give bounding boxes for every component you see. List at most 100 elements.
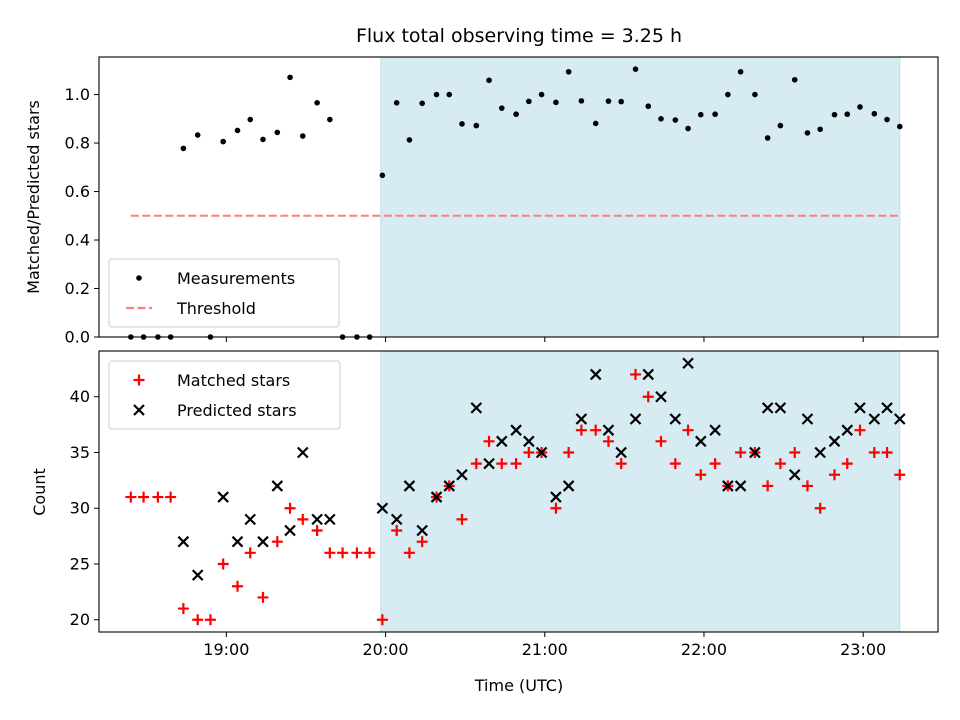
x-tick-label: 21:00 — [522, 640, 568, 659]
data-point — [615, 458, 627, 470]
chart-title: Flux total observing time = 3.25 h — [356, 25, 682, 47]
data-point — [829, 469, 841, 481]
data-point — [535, 446, 548, 459]
data-point — [669, 458, 681, 470]
data-point — [735, 446, 747, 458]
data-point — [562, 480, 575, 492]
y-tick-label: 0.6 — [65, 182, 90, 201]
data-point — [590, 424, 602, 436]
x-tick-label: 23:00 — [840, 640, 886, 659]
data-point — [165, 491, 177, 503]
data-point — [844, 111, 851, 118]
data-point — [575, 424, 587, 436]
data-point — [881, 402, 893, 414]
data-point — [194, 132, 201, 138]
y-tick-label: 0.2 — [65, 279, 90, 298]
data-point — [817, 126, 823, 133]
data-point — [841, 458, 853, 470]
series-predicted-stars — [177, 357, 906, 581]
data-point — [403, 547, 415, 559]
data-point — [496, 435, 508, 448]
data-point — [831, 111, 838, 118]
data-point — [257, 591, 269, 603]
data-point — [523, 435, 535, 448]
data-point — [752, 91, 758, 98]
data-point — [351, 547, 363, 559]
axes-frame — [98, 56, 939, 338]
data-point — [416, 524, 428, 537]
data-point — [592, 120, 599, 127]
data-point — [655, 435, 667, 447]
data-point — [379, 172, 386, 179]
data-point — [232, 580, 244, 592]
data-point — [177, 535, 190, 548]
data-point — [712, 111, 718, 118]
data-point — [220, 138, 226, 145]
legend-label: Predicted stars — [177, 401, 297, 420]
data-point — [695, 435, 707, 448]
legend: Measurements Threshold — [108, 258, 340, 328]
data-point — [483, 457, 495, 470]
data-point — [655, 390, 667, 403]
data-point — [854, 424, 866, 436]
legend-label: Matched stars — [177, 371, 290, 390]
data-point — [513, 111, 519, 118]
series-matched-stars — [125, 368, 906, 626]
data-point — [177, 603, 189, 615]
data-point — [244, 547, 256, 559]
data-point — [602, 424, 615, 436]
data-point — [496, 458, 508, 470]
data-point — [470, 402, 483, 414]
data-point — [433, 91, 440, 98]
data-point — [284, 502, 296, 514]
data-point — [510, 424, 522, 436]
legend-box — [108, 360, 341, 430]
data-point — [459, 121, 465, 127]
data-point — [297, 513, 309, 525]
data-point — [632, 66, 639, 72]
data-point — [868, 413, 881, 425]
data-point — [486, 77, 492, 84]
data-point — [180, 145, 187, 152]
observing-window — [380, 56, 901, 338]
data-point — [231, 535, 244, 548]
data-point — [589, 368, 602, 381]
data-point — [642, 368, 655, 381]
data-point — [841, 424, 854, 436]
data-point — [695, 469, 707, 481]
data-point — [287, 74, 293, 81]
data-point — [416, 536, 428, 548]
data-point — [578, 98, 585, 104]
data-point — [894, 469, 906, 481]
data-point — [725, 91, 731, 98]
data-point — [498, 105, 505, 111]
y-tick-label: 20 — [70, 610, 90, 629]
data-point — [260, 136, 266, 143]
data-point — [391, 525, 403, 537]
data-point — [393, 100, 400, 106]
x-tick-label: 20:00 — [363, 640, 409, 659]
data-point — [443, 480, 456, 492]
data-point — [605, 98, 612, 104]
data-point — [456, 513, 468, 525]
data-point — [244, 513, 257, 526]
data-point — [191, 569, 204, 581]
y-tick-label: 0.4 — [65, 231, 90, 250]
data-point — [801, 413, 814, 425]
data-point — [685, 125, 691, 132]
data-point — [470, 458, 482, 470]
legend-marker — [136, 275, 142, 281]
data-point — [777, 122, 784, 129]
data-point — [311, 525, 323, 537]
data-point — [697, 111, 704, 118]
data-point — [314, 100, 320, 106]
data-point — [669, 413, 682, 425]
data-point — [217, 491, 229, 503]
top-panel: 0.0 0.2 0.4 0.6 0.8 1.0 Measurements Threshold — [65, 56, 939, 347]
data-point — [804, 130, 811, 136]
data-point — [814, 446, 826, 459]
data-point — [403, 480, 416, 492]
legend-box — [108, 258, 340, 328]
data-point — [327, 116, 333, 123]
